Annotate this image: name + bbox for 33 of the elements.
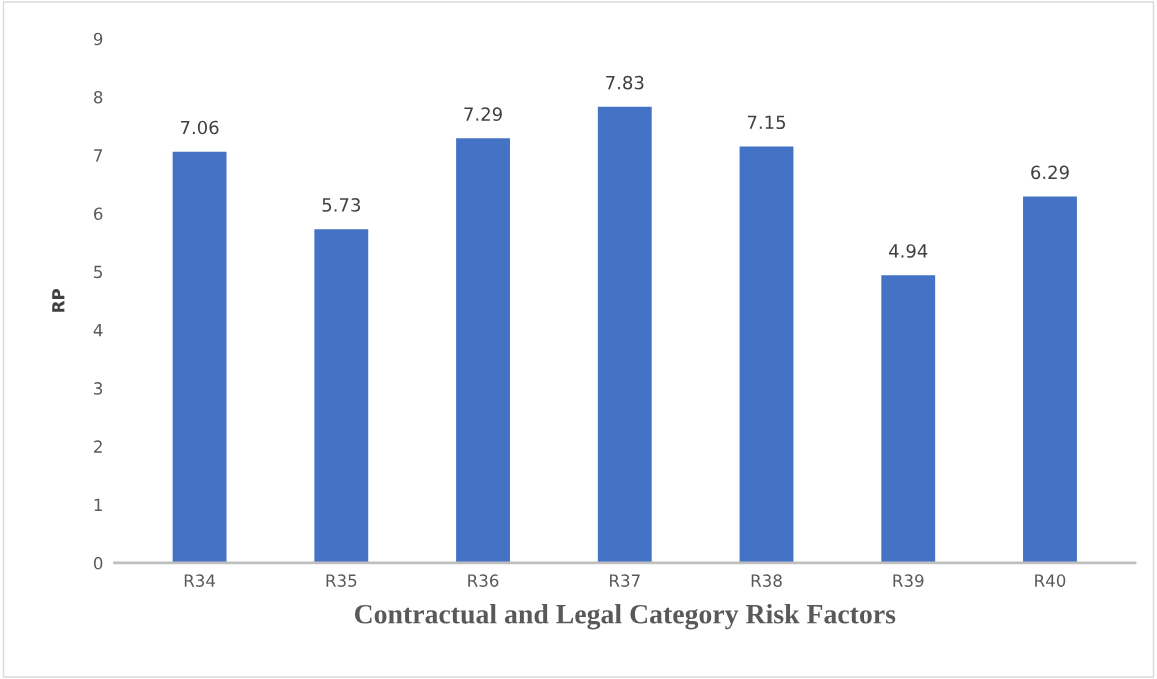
- y-tick-label: 7: [94, 149, 103, 162]
- x-tick-label: R40: [1035, 574, 1066, 587]
- x-tick-label: R35: [326, 574, 357, 587]
- bar: [739, 146, 794, 563]
- x-tick-label: R38: [751, 574, 782, 587]
- bar: [881, 275, 936, 563]
- data-label: 7.29: [464, 107, 502, 121]
- x-tick-label: R37: [610, 574, 640, 587]
- y-tick-label: 0: [93, 556, 103, 570]
- x-tick-label: R36: [468, 574, 499, 587]
- y-tick-label: 1: [94, 498, 102, 511]
- x-tick-label: R39: [893, 574, 924, 587]
- y-tick-label: 8: [93, 90, 103, 104]
- bar: [597, 106, 652, 563]
- y-tick-label: 3: [94, 382, 103, 395]
- y-tick-label: 5: [94, 265, 102, 279]
- data-label: 7.06: [180, 120, 219, 135]
- bar: [1023, 196, 1077, 563]
- x-tick-label: R34: [184, 574, 216, 587]
- bar: [456, 138, 510, 563]
- y-tick-label: 4: [93, 324, 103, 337]
- data-label: 6.29: [1031, 165, 1069, 180]
- x-axis-title: Contractual and Legal Category Risk Factors: [354, 604, 896, 630]
- y-axis-title: RP: [52, 288, 65, 312]
- bar: [314, 229, 369, 563]
- data-label: 5.73: [322, 198, 360, 212]
- bar: [172, 151, 227, 563]
- y-tick-label: 6: [93, 207, 103, 220]
- data-label: 7.15: [747, 115, 786, 130]
- y-tick-label: 9: [93, 32, 103, 46]
- y-tick-label: 2: [94, 440, 102, 453]
- data-label: 4.94: [889, 244, 928, 258]
- data-label: 7.83: [606, 75, 644, 90]
